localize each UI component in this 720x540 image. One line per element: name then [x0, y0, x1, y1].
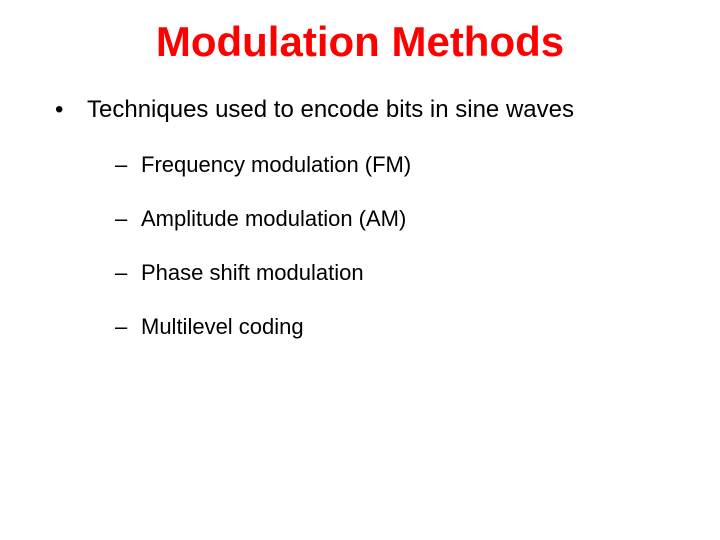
bullet-text: Techniques used to encode bits in sine w… — [87, 96, 574, 124]
bullet-marker: – — [115, 314, 141, 340]
bullet-text: Phase shift modulation — [141, 260, 364, 286]
bullet-level1: • Techniques used to encode bits in sine… — [55, 96, 665, 124]
bullet-level2: – Frequency modulation (FM) — [115, 152, 665, 178]
bullet-level2: – Phase shift modulation — [115, 260, 665, 286]
bullet-text: Frequency modulation (FM) — [141, 152, 411, 178]
bullet-marker: – — [115, 260, 141, 286]
slide-title: Modulation Methods — [0, 0, 720, 66]
bullet-level2: – Multilevel coding — [115, 314, 665, 340]
bullet-text: Multilevel coding — [141, 314, 304, 340]
bullet-text: Amplitude modulation (AM) — [141, 206, 406, 232]
bullet-level2: – Amplitude modulation (AM) — [115, 206, 665, 232]
bullet-marker: • — [55, 96, 87, 124]
slide-body: • Techniques used to encode bits in sine… — [0, 66, 720, 340]
slide: Modulation Methods • Techniques used to … — [0, 0, 720, 540]
bullet-marker: – — [115, 206, 141, 232]
bullet-marker: – — [115, 152, 141, 178]
